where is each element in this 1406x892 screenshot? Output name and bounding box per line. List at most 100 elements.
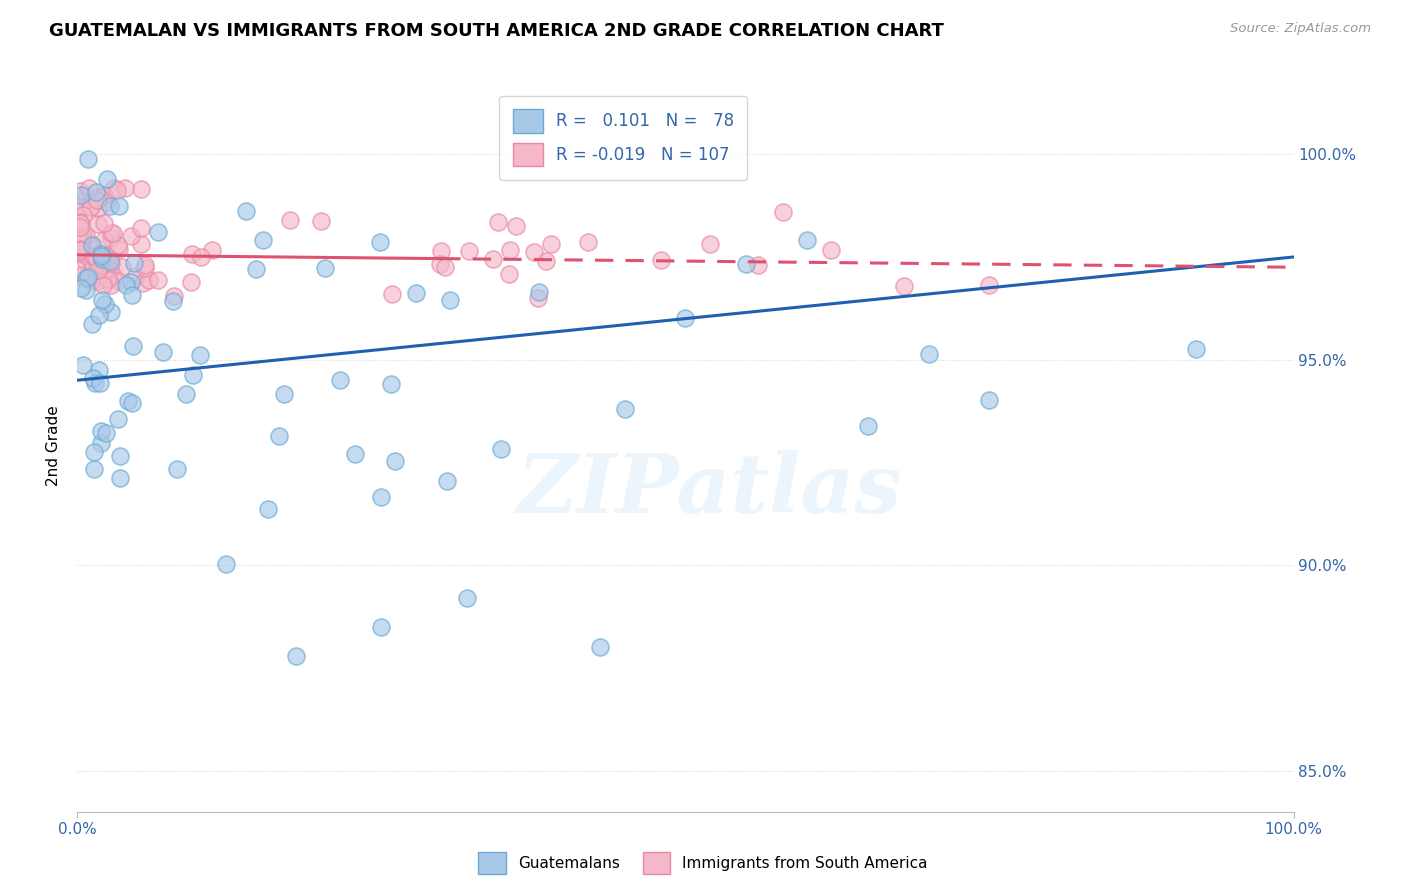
Point [103, 181, 125, 195]
Point [87, 363, 110, 377]
Point [257, 502, 280, 516]
Point [252, 233, 274, 247]
Point [181, 246, 204, 260]
Point [121, 287, 143, 301]
Y-axis label: 2nd Grade: 2nd Grade [46, 406, 62, 486]
Point [458, 244, 481, 259]
Point [380, 376, 402, 391]
Point [96, 425, 118, 440]
Point [285, 648, 308, 663]
Point [93, 216, 115, 230]
Point [108, 471, 131, 485]
Point [429, 257, 451, 271]
Point [69, 216, 91, 230]
Point [90, 258, 112, 272]
Point [430, 244, 453, 258]
Point [69, 247, 91, 261]
Point [368, 235, 391, 249]
Point [134, 261, 156, 276]
Point [675, 311, 697, 326]
Point [267, 428, 290, 442]
Point [820, 244, 842, 258]
Point [456, 591, 478, 605]
Point [93, 188, 115, 202]
Point [138, 272, 160, 286]
Point [499, 243, 522, 257]
Point [188, 348, 211, 362]
Point [108, 199, 131, 213]
Point [100, 278, 122, 293]
Point [163, 289, 186, 303]
Point [76, 249, 98, 263]
Point [370, 620, 392, 634]
Point [107, 238, 129, 252]
Point [190, 250, 212, 264]
Point [107, 183, 129, 197]
Point [98, 260, 121, 275]
Point [120, 229, 142, 244]
Point [309, 214, 332, 228]
Point [69, 214, 91, 228]
Point [235, 204, 257, 219]
Point [273, 386, 295, 401]
Point [129, 182, 152, 196]
Point [114, 181, 136, 195]
Point [124, 256, 146, 270]
Point [146, 272, 169, 286]
Point [70, 237, 93, 252]
Legend: Guatemalans, Immigrants from South America: Guatemalans, Immigrants from South Ameri… [472, 846, 934, 880]
Point [101, 269, 124, 284]
Point [486, 215, 509, 229]
Point [87, 262, 110, 277]
Point [505, 219, 527, 234]
Point [540, 236, 562, 251]
Point [772, 204, 794, 219]
Point [86, 185, 108, 199]
Point [979, 277, 1001, 292]
Point [893, 278, 915, 293]
Point [278, 213, 301, 227]
Point [90, 248, 112, 262]
Point [69, 201, 91, 215]
Point [70, 280, 93, 294]
Point [117, 393, 139, 408]
Point [918, 347, 941, 361]
Point [69, 242, 91, 256]
Point [69, 269, 91, 284]
Point [77, 181, 100, 195]
Legend: R =   0.101   N =   78, R = -0.019   N = 107: R = 0.101 N = 78, R = -0.019 N = 107 [499, 96, 748, 180]
Point [146, 225, 169, 239]
Point [439, 293, 461, 307]
Point [589, 640, 612, 655]
Point [69, 235, 91, 249]
Point [201, 243, 224, 257]
Point [534, 253, 557, 268]
Point [576, 235, 599, 250]
Point [82, 238, 104, 252]
Point [98, 254, 121, 268]
Point [100, 226, 122, 240]
Point [101, 226, 124, 240]
Point [70, 245, 93, 260]
Point [75, 284, 97, 298]
Point [82, 260, 104, 274]
Point [80, 200, 103, 214]
Point [75, 270, 97, 285]
Point [69, 219, 91, 234]
Point [82, 238, 104, 252]
Point [69, 184, 91, 198]
Point [87, 308, 110, 322]
Point [90, 293, 112, 307]
Point [69, 231, 91, 245]
Point [613, 401, 636, 416]
Point [87, 201, 110, 215]
Point [91, 278, 114, 293]
Point [796, 233, 818, 247]
Point [80, 255, 103, 269]
Point [152, 345, 174, 359]
Point [107, 412, 129, 426]
Point [314, 260, 336, 275]
Point [86, 255, 108, 269]
Point [498, 267, 520, 281]
Point [83, 444, 105, 458]
